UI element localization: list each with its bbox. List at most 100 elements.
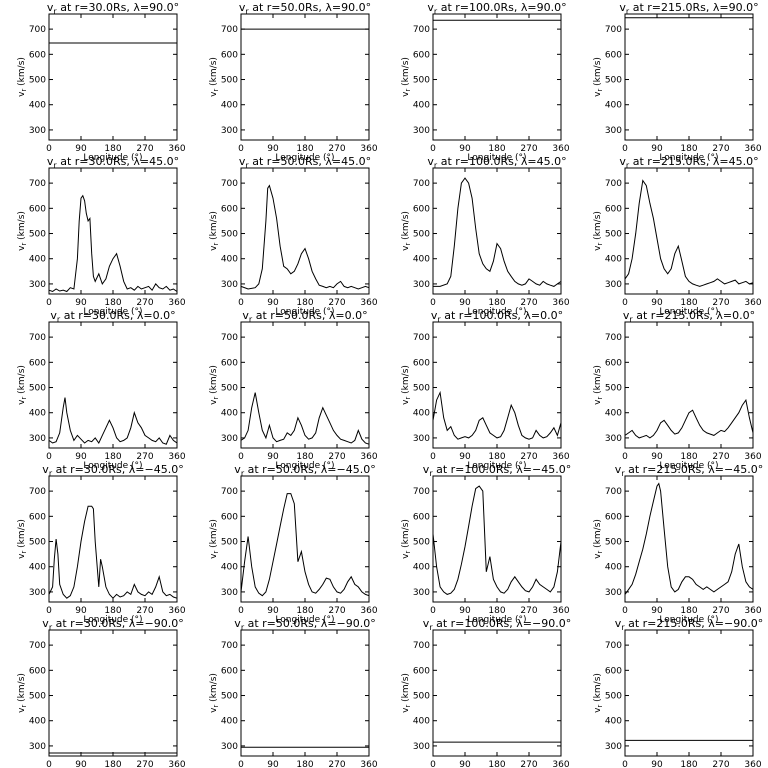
y-axis-label-prefix: v xyxy=(401,707,411,713)
y-axis-label-prefix: v xyxy=(593,245,603,251)
x-tick-label: 0 xyxy=(46,144,52,154)
panel-6: vr at r=50.0Rs, λ=45.0°0 90 180 270 36030040… xyxy=(209,155,378,317)
y-tick-label: 300 xyxy=(221,588,238,598)
y-axis-label: vr (km/s) xyxy=(401,211,412,251)
y-axis-label-prefix: v xyxy=(17,553,27,559)
x-tick-label: 270 xyxy=(328,452,345,462)
panel-20: vr at r=215.0Rs, λ=−90.0°0 90 180 270 360300… xyxy=(593,617,763,768)
x-axis-label: Longitude (°) xyxy=(467,153,526,163)
y-tick-label: 400 xyxy=(605,409,622,419)
y-tick-label: 600 xyxy=(29,358,46,368)
x-tick-label: 270 xyxy=(136,144,153,154)
panel-10: vr at r=50.0Rs, λ=0.0°0 90 180 270 360300400… xyxy=(209,309,378,471)
y-tick-label: 600 xyxy=(29,204,46,214)
y-tick-label: 400 xyxy=(29,563,46,573)
panel-title-rest: at r=30.0Rs, λ=90.0° xyxy=(57,1,179,14)
y-tick-label: 500 xyxy=(413,76,430,86)
x-tick-label: 180 xyxy=(104,144,121,154)
x-tick-label: 360 xyxy=(360,606,377,616)
y-axis-label-prefix: v xyxy=(401,399,411,405)
panel-17: vr at r=30.0Rs, λ=−90.0°0 90 180 270 3603004… xyxy=(17,617,186,768)
y-axis-label-subscript: r xyxy=(404,89,412,92)
x-tick-label: 0 xyxy=(46,760,52,768)
x-tick-label: 180 xyxy=(488,606,505,616)
y-tick-label: 700 xyxy=(29,641,46,651)
x-tick-label: 90 xyxy=(267,144,279,154)
y-tick-label: 400 xyxy=(605,101,622,111)
y-axis-label-rest: (km/s) xyxy=(593,211,603,243)
y-tick-label: 700 xyxy=(221,25,238,35)
panel-title-rest: at r=50.0Rs, λ=45.0° xyxy=(249,155,371,168)
y-tick-label: 400 xyxy=(413,101,430,111)
series-line xyxy=(624,398,754,439)
y-tick-label: 500 xyxy=(605,76,622,86)
x-tick-label: 270 xyxy=(520,144,537,154)
x-axis-label: Longitude (°) xyxy=(467,615,526,625)
panel-title: vr at r=30.0Rs, λ=−45.0° xyxy=(42,463,183,478)
panel-title: vr at r=215.0Rs, λ=0.0° xyxy=(623,309,755,324)
panel-title-subscript: r xyxy=(629,315,633,324)
panel-title-subscript: r xyxy=(249,315,253,324)
y-tick-label: 400 xyxy=(605,563,622,573)
panel-title: vr at r=50.0Rs, λ=45.0° xyxy=(239,155,371,170)
y-axis-label-rest: (km/s) xyxy=(401,211,411,243)
panel-title: vr at r=100.0Rs, λ=−90.0° xyxy=(423,617,571,632)
x-tick-label: 0 xyxy=(622,760,628,768)
series-line xyxy=(48,505,178,599)
plot-frame xyxy=(48,167,178,295)
x-tick-label: 180 xyxy=(680,452,697,462)
y-axis-label: vr (km/s) xyxy=(593,57,604,97)
y-axis-label-rest: (km/s) xyxy=(17,365,27,397)
series-line xyxy=(48,397,178,445)
x-tick-label: 360 xyxy=(744,606,761,616)
x-tick-label: 270 xyxy=(712,144,729,154)
y-tick-label: 500 xyxy=(221,76,238,86)
plot-frame xyxy=(624,475,754,603)
y-axis-label-subscript: r xyxy=(20,243,28,246)
plot-frame xyxy=(48,629,178,757)
y-axis-label-prefix: v xyxy=(17,245,27,251)
y-axis-label: vr (km/s) xyxy=(401,365,412,405)
y-tick-label: 600 xyxy=(29,666,46,676)
x-tick-label: 90 xyxy=(459,298,471,308)
y-axis-label-subscript: r xyxy=(20,89,28,92)
y-tick-label: 600 xyxy=(413,358,430,368)
x-tick-label: 180 xyxy=(104,760,121,768)
y-axis-label-subscript: r xyxy=(404,705,412,708)
panel-title-rest: at r=215.0Rs, λ=−90.0° xyxy=(625,617,764,630)
panel-title-rest: at r=50.0Rs, λ=90.0° xyxy=(249,1,371,14)
y-axis-label-prefix: v xyxy=(209,399,219,405)
y-axis-label: vr (km/s) xyxy=(209,57,220,97)
y-tick-label: 700 xyxy=(605,641,622,651)
panel-title: vr at r=30.0Rs, λ=−90.0° xyxy=(42,617,183,632)
y-axis-label-rest: (km/s) xyxy=(17,211,27,243)
panel-title-prefix: v xyxy=(234,463,241,476)
y-tick-label: 500 xyxy=(221,692,238,702)
y-axis-label-subscript: r xyxy=(404,397,412,400)
y-tick-label: 300 xyxy=(413,126,430,136)
x-tick-label: 270 xyxy=(712,452,729,462)
x-tick-label: 90 xyxy=(267,760,279,768)
panel-title-subscript: r xyxy=(53,7,57,16)
x-tick-label: 270 xyxy=(520,760,537,768)
y-axis-label-subscript: r xyxy=(20,705,28,708)
y-tick-label: 400 xyxy=(413,409,430,419)
x-tick-label: 360 xyxy=(168,452,185,462)
y-axis-label: vr (km/s) xyxy=(17,519,28,559)
panel-11: vr at r=100.0Rs, λ=0.0°0 90 180 270 36030040… xyxy=(401,309,570,471)
x-tick-label: 90 xyxy=(651,760,663,768)
x-tick-label: 90 xyxy=(651,144,663,154)
x-tick-label: 0 xyxy=(238,606,244,616)
y-axis-label: vr (km/s) xyxy=(593,519,604,559)
x-tick-label: 180 xyxy=(680,760,697,768)
y-axis-label-rest: (km/s) xyxy=(209,673,219,705)
y-axis-label-prefix: v xyxy=(593,553,603,559)
x-tick-label: 360 xyxy=(360,144,377,154)
y-tick-label: 300 xyxy=(221,126,238,136)
y-axis-label-subscript: r xyxy=(596,397,604,400)
y-tick-label: 600 xyxy=(413,512,430,522)
plot-frame xyxy=(624,167,754,295)
y-tick-label: 500 xyxy=(605,538,622,548)
x-tick-label: 360 xyxy=(168,760,185,768)
x-axis-label: Longitude (°) xyxy=(467,461,526,471)
